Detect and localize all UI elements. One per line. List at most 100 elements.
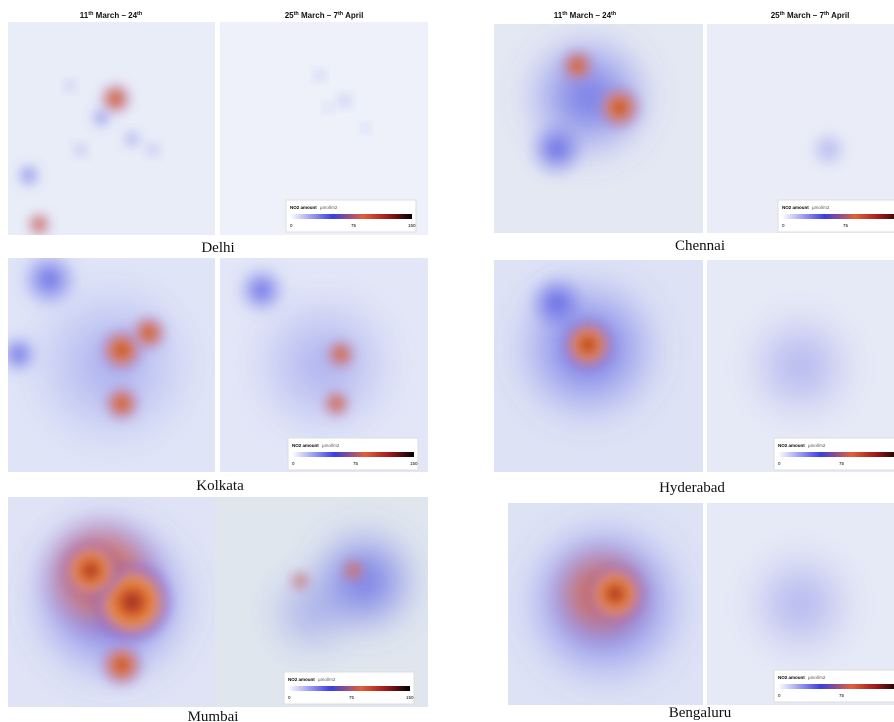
haze	[808, 129, 849, 170]
hotspot	[292, 573, 309, 589]
hotspot	[343, 560, 364, 581]
haze	[244, 285, 404, 445]
map-panel	[220, 258, 428, 472]
legend-tick: 0	[778, 461, 781, 466]
legend-scale	[292, 452, 414, 457]
legend-unit: µmol/m2	[320, 205, 338, 210]
haze	[146, 143, 159, 156]
hotspot	[101, 84, 130, 113]
map-panel	[8, 22, 215, 235]
legend-scale	[778, 452, 894, 457]
header-part: 25	[285, 11, 294, 20]
map-panel	[8, 258, 215, 472]
header-part: th	[88, 11, 94, 17]
haze	[314, 70, 325, 81]
legend-tick: 0	[782, 223, 785, 228]
header-part: th	[294, 11, 300, 17]
haze	[8, 334, 39, 375]
header-part: th	[562, 11, 568, 17]
legend-title: NO2 amount	[778, 443, 805, 448]
haze	[526, 272, 587, 333]
haze	[526, 119, 587, 180]
haze	[361, 124, 370, 133]
hotspot	[60, 540, 121, 601]
map-panel	[494, 24, 703, 233]
header-part: th	[780, 11, 786, 17]
hotspot	[101, 330, 142, 371]
header-part: April	[829, 11, 849, 20]
legend-tick: 0	[292, 461, 295, 466]
hotspot	[327, 341, 354, 368]
legend-scale	[778, 684, 894, 689]
map-panel	[494, 260, 703, 472]
period-header: 11th March – 24th	[554, 11, 617, 20]
legend-title: NO2 amount	[288, 677, 315, 682]
legend-unit: µmol/m2	[808, 675, 826, 680]
header-part: March – 24	[93, 11, 137, 20]
legend-tick: 75	[353, 461, 359, 466]
legend-tick: 150	[408, 223, 416, 228]
haze	[236, 265, 287, 316]
haze	[19, 258, 80, 310]
legend-scale	[782, 214, 894, 219]
haze	[65, 80, 76, 91]
legend-tick: 0	[288, 695, 291, 700]
legend-scale	[290, 214, 412, 219]
city-name: Bengaluru	[669, 705, 732, 721]
period-header: 25th March – 7th April	[771, 11, 850, 20]
period-header: 11th March – 24th	[80, 11, 143, 20]
legend-tick: 75	[839, 461, 845, 466]
haze	[740, 306, 861, 426]
legend-title: NO2 amount	[290, 205, 317, 210]
hotspot	[562, 50, 593, 81]
header-part: th	[338, 11, 344, 17]
hotspot	[585, 563, 646, 624]
legend-title: NO2 amount	[778, 675, 805, 680]
hotspot	[132, 316, 165, 349]
hotspot	[599, 87, 640, 128]
map-background	[707, 24, 894, 233]
hotspot	[101, 645, 142, 685]
legend-unit: µmol/m2	[318, 677, 336, 682]
period-header: 25th March – 7th April	[285, 11, 364, 20]
header-part: 25	[771, 11, 780, 20]
map-panel	[707, 24, 894, 233]
haze	[91, 107, 112, 128]
header-part: th	[611, 11, 617, 17]
hotspot	[324, 391, 349, 416]
haze	[260, 562, 361, 663]
city-name: Mumbai	[188, 709, 239, 722]
legend-unit: µmol/m2	[812, 205, 830, 210]
city-name: Chennai	[675, 238, 725, 254]
legend-unit: µmol/m2	[322, 443, 340, 448]
legend-tick: 150	[406, 695, 414, 700]
map-panel	[508, 503, 703, 705]
haze	[740, 544, 861, 664]
legend-scale	[288, 686, 410, 691]
hotspot	[563, 319, 614, 370]
map-panel	[8, 497, 215, 707]
haze	[338, 94, 351, 107]
legend-unit: µmol/m2	[808, 443, 826, 448]
header-part: th	[137, 11, 143, 17]
header-part: 11	[554, 11, 563, 20]
legend-tick: 75	[843, 223, 849, 228]
legend-tick: 0	[290, 223, 293, 228]
city-name: Delhi	[201, 240, 234, 256]
header-part: March – 24	[567, 11, 611, 20]
header-part: March – 7	[785, 11, 825, 20]
legend-title: NO2 amount	[292, 443, 319, 448]
city-name: Kolkata	[196, 478, 244, 494]
city-name: Hyderabad	[659, 480, 725, 496]
hotspot	[29, 214, 50, 235]
map-panel	[707, 260, 894, 472]
legend-tick: 150	[410, 461, 418, 466]
haze	[74, 143, 87, 156]
legend-tick: 75	[351, 223, 357, 228]
